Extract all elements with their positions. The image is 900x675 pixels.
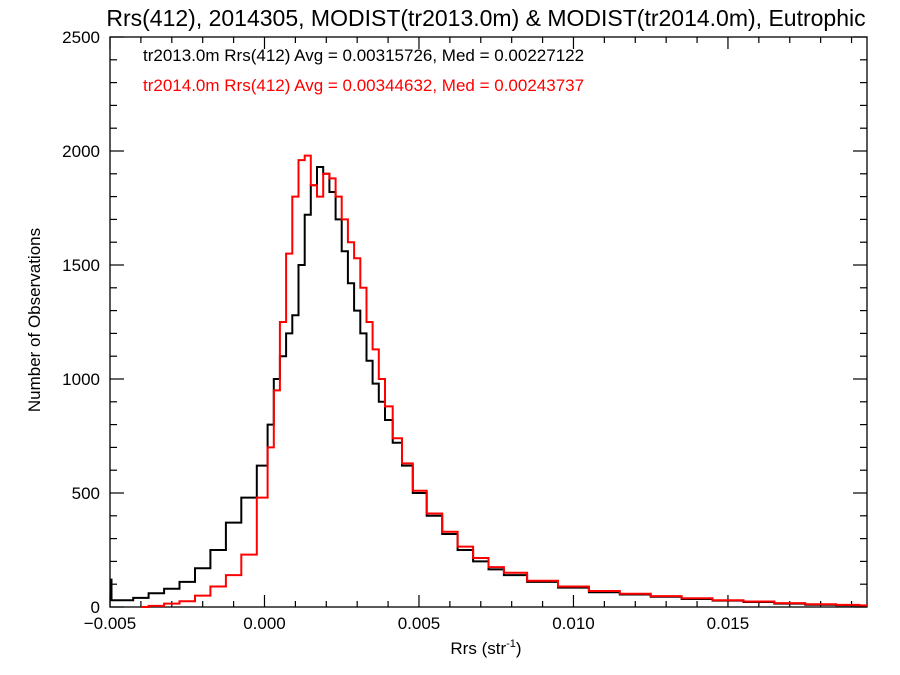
x-tick-label: −0.005 bbox=[84, 614, 136, 633]
y-tick-label: 1500 bbox=[62, 256, 100, 275]
y-tick-label: 2000 bbox=[62, 142, 100, 161]
x-axis-label: Rrs (str-1) bbox=[450, 638, 521, 658]
y-axis-label: Number of Observations bbox=[25, 228, 44, 412]
x-axis-label-end: ) bbox=[516, 639, 522, 658]
y-tick-label: 500 bbox=[72, 484, 100, 503]
series-line-tr2014 bbox=[140, 154, 867, 608]
plot-frame bbox=[109, 36, 868, 608]
x-axis-label-superscript: -1 bbox=[506, 638, 516, 650]
legend-entry-tr2013: tr2013.0m Rrs(412) Avg = 0.00315726, Med… bbox=[143, 46, 584, 65]
y-tick-label: 0 bbox=[91, 598, 100, 617]
x-tick-label: 0.015 bbox=[707, 614, 750, 633]
y-tick-label: 1000 bbox=[62, 370, 100, 389]
x-tick-label: 0.000 bbox=[243, 614, 286, 633]
series-lines bbox=[110, 154, 867, 608]
chart-title: Rrs(412), 2014305, MODIST(tr2013.0m) & M… bbox=[106, 5, 865, 31]
x-tick-label: 0.010 bbox=[552, 614, 595, 633]
y-tick-label: 2500 bbox=[62, 28, 100, 47]
legend-entry-tr2014: tr2014.0m Rrs(412) Avg = 0.00344632, Med… bbox=[143, 76, 584, 95]
x-axis-label-main: Rrs (str bbox=[450, 639, 506, 658]
x-tick-label: 0.005 bbox=[398, 614, 441, 633]
axis-ticks: −0.005 0.000 0.005 0.010 0.015 0 500 1000 1500 20… bbox=[62, 28, 867, 633]
series-line-tr2013 bbox=[110, 166, 867, 607]
